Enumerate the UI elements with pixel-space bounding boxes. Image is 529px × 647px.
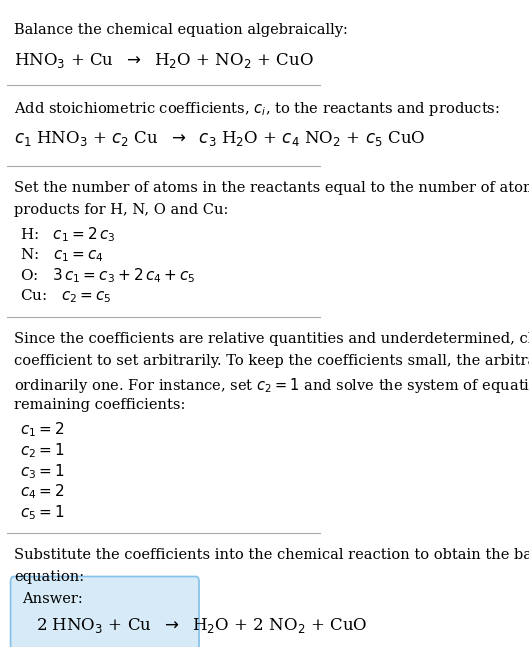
- Text: O:   $3\,c_1 = c_3 + 2\,c_4 + c_5$: O: $3\,c_1 = c_3 + 2\,c_4 + c_5$: [20, 267, 196, 285]
- Text: $c_3 = 1$: $c_3 = 1$: [20, 462, 65, 481]
- FancyBboxPatch shape: [11, 576, 199, 647]
- Text: Answer:: Answer:: [22, 592, 83, 606]
- Text: Substitute the coefficients into the chemical reaction to obtain the balanced: Substitute the coefficients into the che…: [14, 548, 529, 562]
- Text: HNO$_3$ + Cu  $\rightarrow$  H$_2$O + NO$_2$ + CuO: HNO$_3$ + Cu $\rightarrow$ H$_2$O + NO$_…: [14, 52, 314, 71]
- Text: Balance the chemical equation algebraically:: Balance the chemical equation algebraica…: [14, 23, 348, 37]
- Text: Since the coefficients are relative quantities and underdetermined, choose a: Since the coefficients are relative quan…: [14, 333, 529, 346]
- Text: Set the number of atoms in the reactants equal to the number of atoms in the: Set the number of atoms in the reactants…: [14, 181, 529, 195]
- Text: $c_5 = 1$: $c_5 = 1$: [20, 503, 65, 522]
- Text: remaining coefficients:: remaining coefficients:: [14, 398, 185, 411]
- Text: $c_2 = 1$: $c_2 = 1$: [20, 441, 65, 460]
- Text: ordinarily one. For instance, set $c_2 = 1$ and solve the system of equations fo: ordinarily one. For instance, set $c_2 =…: [14, 376, 529, 395]
- Text: N:   $c_1 = c_4$: N: $c_1 = c_4$: [20, 246, 104, 264]
- Text: $c_1 = 2$: $c_1 = 2$: [20, 421, 65, 439]
- Text: Add stoichiometric coefficients, $c_i$, to the reactants and products:: Add stoichiometric coefficients, $c_i$, …: [14, 100, 499, 118]
- Text: Cu:   $c_2 = c_5$: Cu: $c_2 = c_5$: [20, 287, 112, 305]
- Text: products for H, N, O and Cu:: products for H, N, O and Cu:: [14, 203, 228, 217]
- Text: 2 HNO$_3$ + Cu  $\rightarrow$  H$_2$O + 2 NO$_2$ + CuO: 2 HNO$_3$ + Cu $\rightarrow$ H$_2$O + 2 …: [36, 615, 368, 635]
- Text: H:   $c_1 = 2\,c_3$: H: $c_1 = 2\,c_3$: [20, 225, 116, 244]
- Text: coefficient to set arbitrarily. To keep the coefficients small, the arbitrary va: coefficient to set arbitrarily. To keep …: [14, 354, 529, 368]
- Text: $c_4 = 2$: $c_4 = 2$: [20, 483, 65, 501]
- Text: $c_1$ HNO$_3$ + $c_2$ Cu  $\rightarrow$  $c_3$ H$_2$O + $c_4$ NO$_2$ + $c_5$ CuO: $c_1$ HNO$_3$ + $c_2$ Cu $\rightarrow$ $…: [14, 129, 425, 148]
- Text: equation:: equation:: [14, 570, 84, 584]
